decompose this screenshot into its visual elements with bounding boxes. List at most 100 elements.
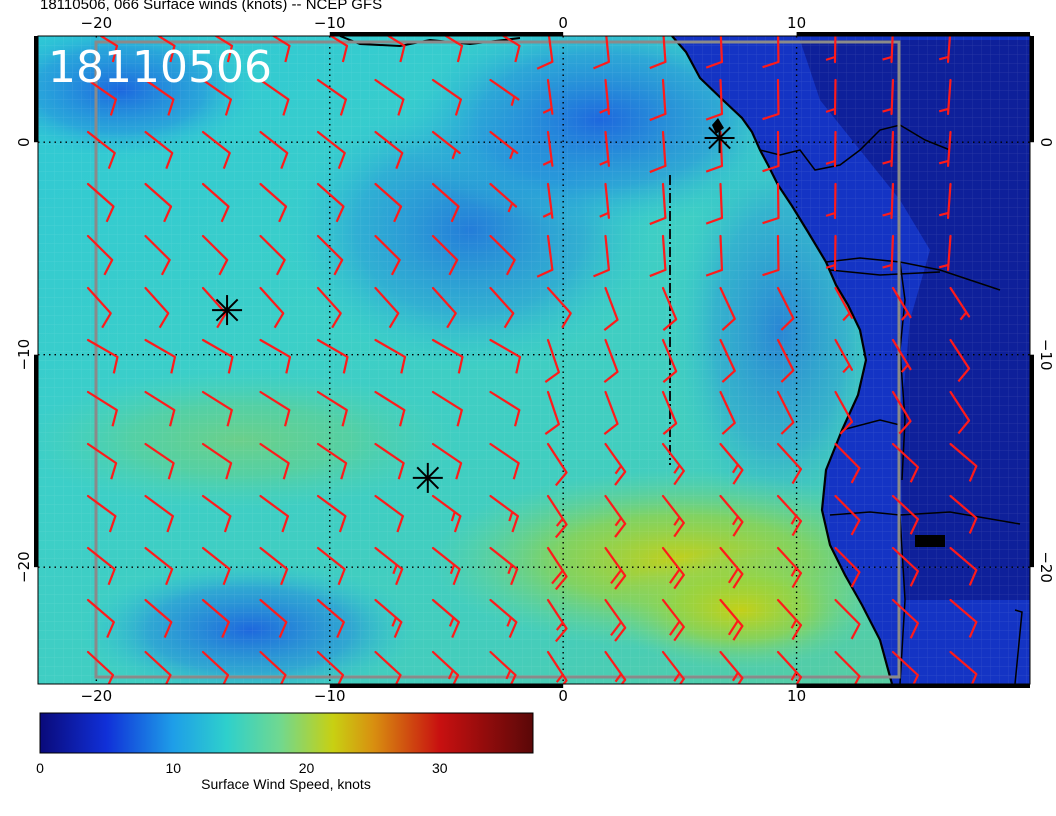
barb-flag-full (515, 356, 522, 374)
barb-staff (719, 598, 744, 628)
barb-flag-half (842, 364, 851, 374)
barb-staff (833, 36, 837, 64)
barb-staff (489, 182, 518, 208)
wind-barb (431, 494, 462, 533)
barb-staff (776, 286, 795, 320)
wind-barb (316, 650, 345, 684)
wind-barb (86, 234, 114, 276)
barb-flag-full (544, 423, 560, 435)
barb-staff (949, 286, 971, 318)
wind-barb (386, 36, 406, 63)
barb-staff (776, 442, 803, 471)
barb-flag-half (882, 211, 893, 217)
wind-barb (144, 390, 176, 427)
barb-staff (201, 182, 230, 208)
barb-flag-full (106, 621, 115, 638)
barb-staff (834, 546, 861, 574)
wind-barb (374, 286, 400, 329)
barb-staff (259, 78, 290, 101)
wind-barb (604, 650, 627, 684)
wind-barb (144, 286, 170, 329)
barb-flag-half (882, 263, 893, 269)
barb-flag-full (721, 422, 736, 435)
lon-tick-label-bottom: 0 (558, 687, 568, 705)
barb-flag-full (111, 45, 119, 63)
barb-flag-half (825, 159, 836, 165)
wind-barb (891, 650, 920, 684)
barb-flag-full (957, 419, 970, 435)
barb-staff (661, 546, 685, 576)
barb-staff (98, 36, 119, 47)
wind-barb (719, 546, 744, 589)
barb-staff (719, 234, 724, 272)
barb-flag-full (108, 515, 117, 533)
wind-barb (316, 338, 349, 374)
barb-flag-full (554, 523, 568, 539)
wind-barb (431, 390, 463, 427)
barb-flag-full (278, 206, 287, 223)
wind-barb (489, 130, 519, 160)
barb-staff (259, 650, 287, 677)
barb-staff (719, 650, 744, 680)
barb-staff (374, 338, 407, 359)
barb-flag-full (393, 621, 403, 638)
barb-staff (316, 650, 345, 677)
barb-staff (328, 36, 349, 47)
barb-staff (144, 130, 174, 155)
wind-barb (719, 494, 744, 537)
barb-flag-full (649, 164, 666, 174)
barb-staff (443, 36, 464, 47)
wind-barb (86, 286, 112, 329)
barb-flag-half (825, 107, 836, 113)
barb-flag-full (166, 515, 174, 533)
barb-flag-full (333, 259, 344, 276)
barb-flag-full (448, 259, 459, 276)
wind-barb (316, 234, 344, 276)
wind-barb (86, 494, 117, 533)
barb-staff (374, 494, 404, 518)
wind-barb (86, 130, 116, 170)
barb-flag-full (336, 621, 345, 638)
wind-barb (825, 130, 837, 168)
wind-barb (834, 338, 854, 374)
barb-staff (834, 286, 854, 319)
barb-staff (661, 286, 678, 321)
wind-barb (949, 598, 978, 638)
barb-flag-full (732, 573, 744, 589)
fine-grid (38, 36, 1030, 684)
barb-staff (891, 390, 912, 423)
wind-barb (489, 182, 518, 213)
wind-barb (882, 36, 894, 64)
barb-staff (719, 338, 736, 372)
barb-staff (201, 546, 231, 571)
barb-flag-full (732, 469, 744, 485)
barb-staff (201, 494, 232, 518)
barb-staff (316, 494, 347, 518)
barb-flag-half (542, 107, 553, 114)
wind-barb (719, 650, 744, 684)
wind-barb (661, 390, 678, 435)
barb-flag-half (938, 55, 949, 61)
wind-barb (489, 650, 517, 684)
barb-flag-full (395, 568, 404, 586)
barb-staff (661, 130, 667, 168)
barb-staff (374, 286, 400, 315)
wind-barb (316, 182, 345, 223)
barb-flag-full (614, 523, 627, 538)
barb-staff (946, 36, 952, 64)
barb-flag-full (112, 356, 119, 374)
wind-barb (259, 130, 289, 170)
barb-flag-full (338, 515, 347, 533)
wind-barb (431, 442, 463, 480)
barb-flag-full (457, 356, 464, 374)
barb-flag-full (107, 152, 116, 170)
wind-barb (374, 494, 404, 533)
barb-staff (201, 390, 233, 412)
barb-flag-full (165, 674, 172, 684)
wind-barb (156, 36, 176, 63)
barb-flag-full (970, 673, 978, 684)
barb-staff (86, 286, 112, 315)
barb-flag-full (221, 621, 230, 638)
barb-flag-full (610, 621, 623, 637)
wind-barb (271, 36, 291, 63)
